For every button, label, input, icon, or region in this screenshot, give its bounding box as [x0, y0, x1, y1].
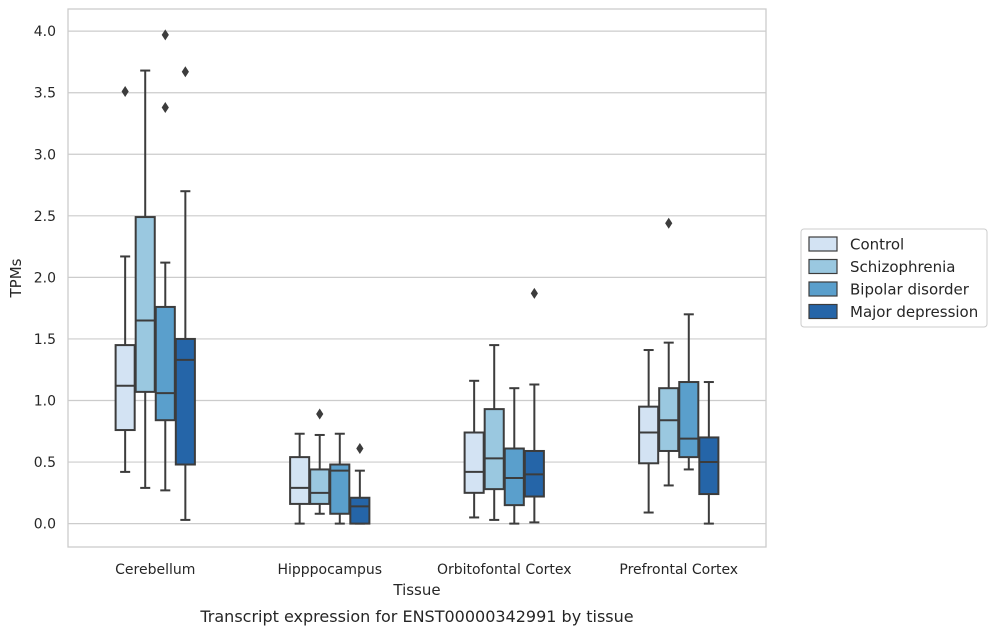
y-tick-label: 4.0	[34, 24, 56, 40]
box-iqr	[329, 463, 351, 515]
legend-label: Major depression	[850, 303, 978, 321]
box-iqr	[483, 408, 505, 491]
outlier-point	[121, 85, 129, 97]
y-tick-label: 3.5	[34, 86, 56, 102]
box-major-depression	[174, 66, 196, 521]
box-iqr	[638, 405, 660, 465]
box-major-depression	[349, 443, 371, 525]
box-iqr	[114, 344, 136, 432]
box-iqr	[134, 216, 156, 393]
box-schizophrenia	[658, 217, 680, 487]
box-bipolar-disorder	[154, 29, 176, 492]
box-bipolar-disorder	[678, 313, 700, 471]
box-iqr	[678, 381, 700, 459]
box-schizophrenia	[483, 344, 505, 521]
box-iqr	[174, 337, 196, 466]
box-iqr	[463, 431, 485, 494]
outlier-point	[665, 217, 673, 229]
y-tick-label: 0.5	[34, 455, 56, 471]
y-axis-ticks: 0.0 0.5 1.0 1.5 2.0 2.5 3.0 3.5 4.0	[34, 24, 56, 532]
x-axis-ticks: Cerebellum Hipppocampus Orbitofontal Corte…	[115, 562, 738, 578]
box-major-depression	[698, 381, 720, 525]
legend-swatch	[808, 258, 838, 275]
box-iqr	[698, 436, 720, 496]
outlier-point	[356, 443, 364, 455]
box-iqr	[503, 447, 525, 507]
box-iqr	[349, 496, 371, 525]
y-tick-label: 1.0	[34, 393, 56, 409]
legend-swatch	[808, 236, 838, 252]
box-control	[289, 432, 311, 525]
box-control	[114, 85, 136, 473]
y-tick-label: 0.0	[34, 517, 56, 533]
y-tick-label: 2.5	[34, 209, 56, 225]
outlier-point	[181, 66, 189, 78]
box-groups	[114, 29, 720, 525]
box-iqr	[289, 456, 311, 505]
box-schizophrenia	[309, 408, 331, 515]
y-tick-label: 1.5	[34, 332, 56, 348]
chart-caption: Transcript expression for ENST0000034299…	[199, 607, 633, 626]
legend: Control Schizophrenia Bipolar disorder Majo…	[800, 228, 988, 328]
y-tick-label: 3.0	[34, 147, 56, 163]
box-control	[463, 379, 485, 519]
legend-swatch	[808, 303, 838, 320]
box-control	[638, 349, 660, 514]
legend-label: Schizophrenia	[850, 258, 955, 276]
box-schizophrenia	[134, 69, 156, 489]
box-bipolar-disorder	[329, 432, 351, 525]
x-axis-label: Tissue	[392, 581, 440, 599]
y-tick-label: 2.0	[34, 270, 56, 286]
outlier-point	[161, 29, 169, 41]
box-iqr	[309, 468, 331, 505]
x-tick-label: Hipppocampus	[277, 562, 382, 578]
outlier-point	[530, 287, 538, 299]
legend-label: Bipolar disorder	[850, 281, 970, 299]
outlier-point	[161, 101, 169, 113]
x-tick-label: Prefrontal Cortex	[619, 562, 738, 578]
x-tick-label: Orbitofontal Cortex	[437, 562, 572, 578]
box-bipolar-disorder	[503, 387, 525, 525]
legend-frame	[800, 228, 988, 328]
plot-frame	[67, 8, 767, 548]
box-iqr	[154, 305, 176, 422]
box-major-depression	[523, 287, 545, 524]
y-axis-label: TPMs	[7, 258, 25, 298]
x-tick-label: Cerebellum	[115, 562, 195, 578]
legend-label: Control	[850, 236, 904, 254]
legend-swatch	[808, 281, 838, 297]
outlier-point	[316, 408, 324, 420]
